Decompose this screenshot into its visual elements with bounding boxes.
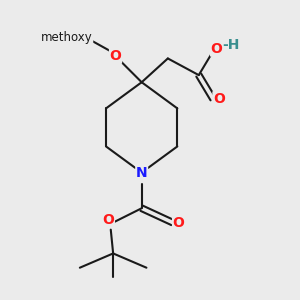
Text: methoxy: methoxy <box>41 31 93 44</box>
Text: O: O <box>110 49 122 63</box>
Text: O: O <box>103 213 114 227</box>
Text: O: O <box>213 92 225 106</box>
Text: -H: -H <box>222 38 239 52</box>
Text: O: O <box>211 42 223 56</box>
Text: O: O <box>172 215 184 230</box>
Text: N: N <box>136 166 148 180</box>
